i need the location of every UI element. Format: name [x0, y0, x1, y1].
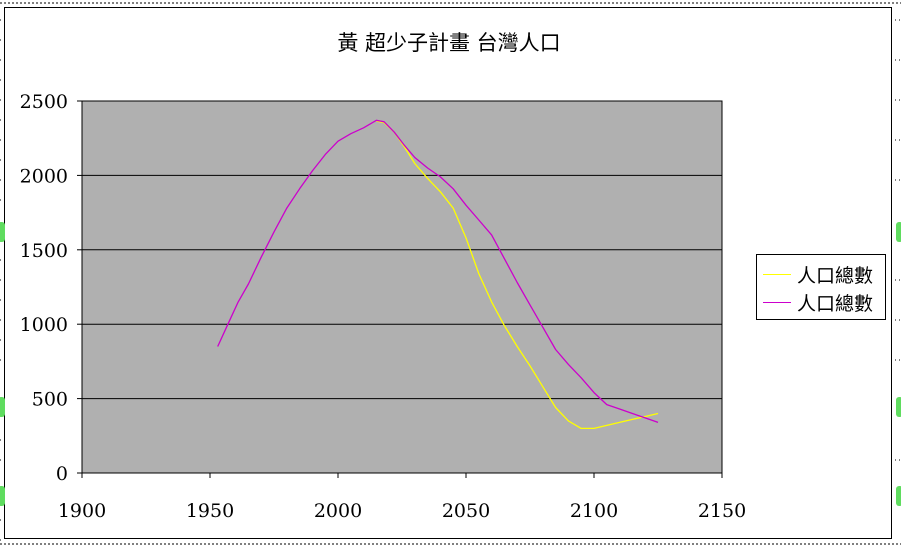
legend-swatch-series-1	[763, 273, 791, 275]
x-tick-label-4: 2100	[570, 500, 618, 522]
resize-handle-right-bottom[interactable]	[896, 486, 901, 506]
gridlines	[82, 174, 722, 400]
resize-handle-right-top[interactable]	[896, 222, 901, 242]
y-tick-label-2: 1000	[20, 314, 68, 336]
resize-handle-right-middle[interactable]	[896, 397, 901, 417]
y-tick-label-1: 500	[32, 389, 68, 411]
resize-handle-left-bottom[interactable]	[0, 486, 5, 506]
x-tick-label-5: 2150	[698, 500, 746, 522]
series-layer	[217, 119, 659, 430]
legend-item-series-1: 人口總數	[763, 262, 874, 287]
chart-title: 黃 超少子計畫 台灣人口	[337, 31, 560, 55]
legend-item-series-2: 人口總數	[763, 290, 874, 315]
series-line-1[interactable]	[376, 120, 659, 430]
x-tick-label-0: 1900	[58, 500, 106, 522]
legend-label-series-2: 人口總數	[797, 292, 874, 315]
legend-label-series-1: 人口總數	[797, 264, 874, 287]
x-tick-label-2: 2000	[314, 500, 362, 522]
y-tick-label-0: 0	[56, 463, 68, 485]
series-line-2[interactable]	[217, 119, 659, 424]
y-axis: 0 500 1000 1500 2000 2500	[20, 91, 82, 485]
resize-handle-left-top[interactable]	[0, 222, 5, 242]
resize-handle-left-middle[interactable]	[0, 397, 5, 417]
y-tick-label-4: 2000	[20, 165, 68, 187]
y-tick-label-3: 1500	[20, 240, 68, 262]
x-axis: 1900 1950 2000 2050 2100 2150	[58, 473, 746, 522]
plot-area[interactable]	[81, 100, 723, 474]
x-tick-label-1: 1950	[186, 500, 234, 522]
x-tick-label-3: 2050	[442, 500, 490, 522]
legend[interactable]: 人口總數 人口總數	[756, 254, 886, 320]
y-tick-label-5: 2500	[20, 91, 68, 113]
legend-swatch-series-2	[763, 301, 791, 303]
